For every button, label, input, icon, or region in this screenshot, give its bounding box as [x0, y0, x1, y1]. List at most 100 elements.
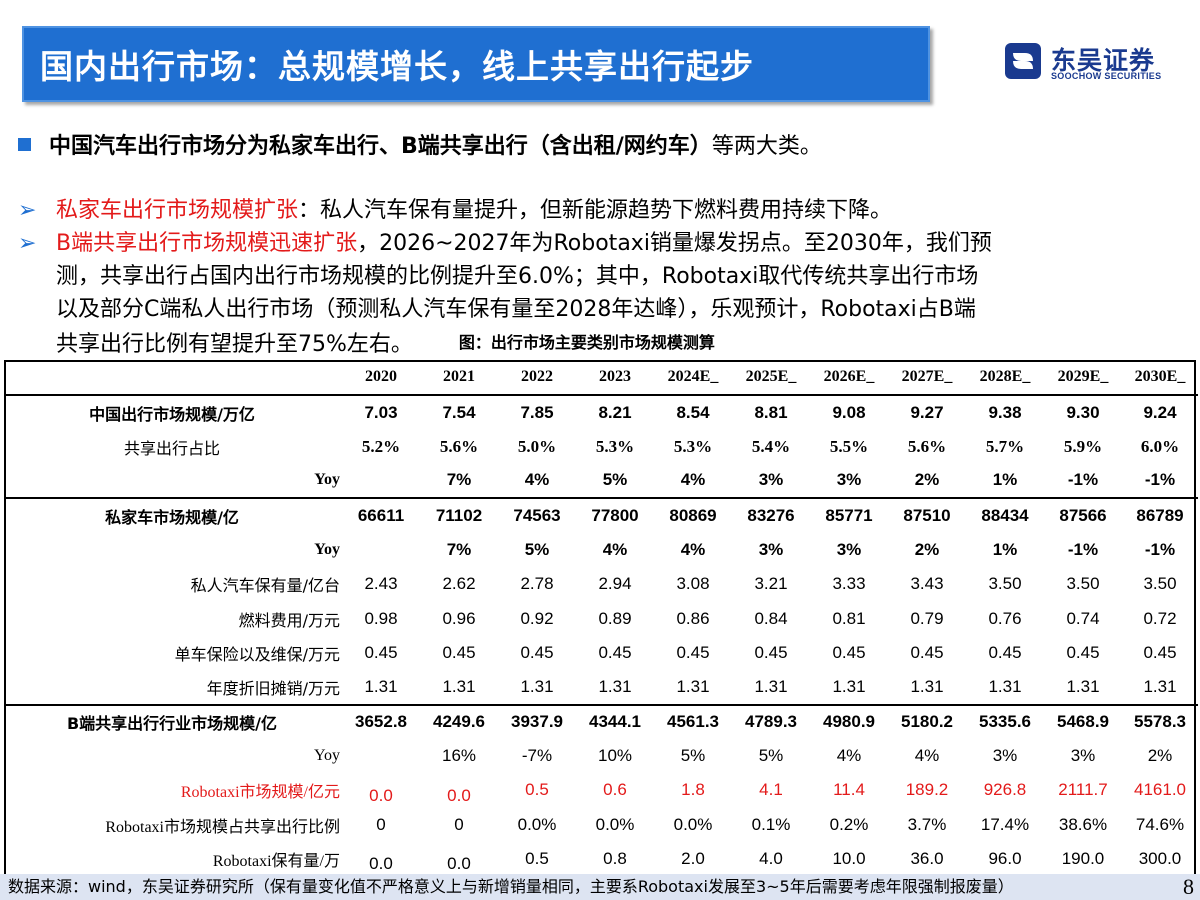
main-bullet: 中国汽车出行市场分为私家车出行、B端共享出行（含出租/网约车） 等两大类。 [18, 128, 822, 160]
value-cell: 7.03 [364, 402, 398, 422]
value-cell: 74.6% [1135, 814, 1185, 834]
value-cell: 4789.3 [732, 703, 810, 739]
value-cell: 85771 [810, 497, 888, 533]
value-cell: 3.21 [754, 574, 788, 594]
value-cell: 4980.9 [810, 703, 888, 739]
value-cell: 0.0 [369, 785, 393, 805]
value-cell [342, 739, 420, 773]
main-bullet-bold: 中国汽车出行市场分为私家车出行、B端共享出行（含出租/网约车） [49, 134, 712, 159]
value-cell: 17.4% [980, 814, 1030, 834]
value-cell: 2111.7 [1058, 780, 1108, 800]
value-cell: 1.31 [598, 676, 632, 696]
table-row: Yoy 16% -7% 10% 5% 5% 4% 4% 3% 3% 2% [4, 739, 1198, 773]
value-cell: 3937.9 [498, 703, 576, 739]
value-cell: -1% [1144, 539, 1176, 559]
value-cell: 0.86 [676, 608, 710, 628]
value-cell: 0.45 [364, 642, 398, 662]
logo-chinese-text: 东吴证券 [1051, 46, 1156, 75]
table-row: 私人汽车保有量/亿台 2.43 2.62 2.78 2.94 3.08 3.21 3.33 3.… [4, 567, 1198, 601]
value-cell: 3% [836, 539, 862, 559]
value-cell: 926.8 [983, 780, 1027, 800]
value-cell: 5180.2 [888, 703, 966, 739]
value-cell: 3.50 [988, 574, 1022, 594]
value-cell: 0.45 [520, 642, 554, 662]
value-cell: 0.45 [442, 642, 476, 662]
year-header-cell: 2022 [498, 360, 576, 396]
value-cell: 10.0 [832, 849, 866, 869]
value-cell: 3.50 [1143, 574, 1177, 594]
arrow-bullet-icon: ➢ [18, 198, 37, 223]
row-label-cell: Robotaxi市场规模/亿元 [180, 784, 340, 802]
value-cell: 3% [758, 539, 784, 559]
logo-mark-icon [1005, 43, 1041, 79]
header-corner-cell [4, 360, 342, 396]
value-cell [342, 464, 420, 498]
value-cell: 16% [441, 746, 477, 766]
value-cell: 5% [758, 746, 784, 766]
sub-bullet-shared-line1: ，2026~2027年为Robotaxi销量爆发拐点。至2030年，我们预 [357, 231, 992, 256]
value-cell: 3652.8 [342, 703, 420, 739]
value-cell: 0.0% [673, 814, 713, 834]
row-label-cell: B端共享出行行业市场规模/亿 [4, 703, 342, 739]
row-label-cell: Yoy [314, 747, 340, 765]
value-cell: 74563 [498, 497, 576, 533]
value-cell: 4249.6 [420, 703, 498, 739]
sub-bullet-shared-line3: 以及部分C端私人出行市场（预测私人汽车保有量至2028年达峰），乐观预计，Rob… [56, 297, 976, 322]
value-cell: 9.30 [1066, 402, 1100, 422]
value-cell: 0.84 [754, 608, 788, 628]
page-number: 8 [1183, 874, 1194, 899]
value-cell: 9.24 [1143, 402, 1177, 422]
company-logo: 东吴证券 SOOCHOW SECURITIES [1003, 41, 1183, 85]
value-cell: 5.7% [985, 436, 1025, 456]
value-cell: 5.6% [907, 436, 947, 456]
year-header-cell: 2030E_ [1122, 360, 1198, 396]
table-row: 中国出行市场规模/万亿 7.03 7.54 7.85 8.21 8.54 8.81 9.08 9… [4, 395, 1198, 429]
value-cell: 1.31 [988, 676, 1022, 696]
value-cell: 80869 [654, 497, 732, 533]
value-cell: 3% [1070, 746, 1096, 766]
value-cell: 5.0% [517, 436, 557, 456]
market-size-table: 2020 2021 2022 2023 2024E_ 2025E_ 2026E_ 2027E_… [4, 360, 1198, 876]
value-cell: 5.4% [751, 436, 791, 456]
value-cell: 3.33 [832, 574, 866, 594]
value-cell: 1.31 [364, 676, 398, 696]
value-cell: 5% [524, 539, 550, 559]
table-row: 共享出行占比 5.2% 5.6% 5.0% 5.3% 5.3% 5.4% 5.5% 5.6% 5.… [4, 429, 1198, 463]
value-cell: 1% [992, 539, 1018, 559]
value-cell: 4% [602, 539, 628, 559]
value-cell: 0.74 [1066, 608, 1100, 628]
table-row: B端共享出行行业市场规模/亿 3652.8 4249.6 3937.9 4344.1 45… [4, 703, 1198, 739]
value-cell: 5.2% [361, 436, 401, 456]
value-cell: 3.50 [1066, 574, 1100, 594]
value-cell: 2.94 [598, 574, 632, 594]
value-cell: 0.5 [525, 849, 549, 869]
value-cell: 7.54 [442, 402, 476, 422]
value-cell: 4% [680, 539, 706, 559]
sub-bullet-private-heading: 私家车出行市场规模扩张 [56, 198, 299, 223]
table-row: 单车保险以及维保/万元 0.45 0.45 0.45 0.45 0.45 0.45 0.45 0… [4, 636, 1198, 670]
value-cell: 0.8 [603, 849, 627, 869]
value-cell: 4% [836, 746, 862, 766]
value-cell: 1.31 [754, 676, 788, 696]
row-label-cell: 燃料费用/万元 [238, 610, 340, 630]
value-cell: 7% [446, 470, 472, 490]
value-cell: -1% [1067, 539, 1099, 559]
value-cell: 3% [992, 746, 1018, 766]
value-cell: 66611 [342, 497, 420, 533]
value-cell: 0.45 [598, 642, 632, 662]
main-bullet-rest: 等两大类。 [711, 134, 822, 159]
value-cell: 5.5% [829, 436, 869, 456]
figure-title: 图：出行市场主要类别市场规模测算 [458, 333, 715, 352]
value-cell: 8.21 [598, 402, 632, 422]
value-cell: 0.72 [1143, 608, 1177, 628]
row-label-cell: Robotaxi市场规模占共享出行比例 [105, 818, 340, 836]
value-cell: 4344.1 [576, 703, 654, 739]
value-cell: 0.0 [369, 854, 393, 874]
value-cell: 0.0 [447, 785, 471, 805]
value-cell: 6.0% [1140, 436, 1180, 456]
table-row: Robotaxi保有量/万 0.0 0.0 0.5 0.8 2.0 4.0 10.0 36.0 9… [4, 842, 1198, 876]
value-cell: 4% [524, 470, 550, 490]
value-cell: 0.0% [517, 814, 557, 834]
value-cell: 4.0 [759, 849, 783, 869]
table-row: Yoy 7% 5% 4% 4% 3% 3% 2% 1% -1% -1% [4, 533, 1198, 567]
